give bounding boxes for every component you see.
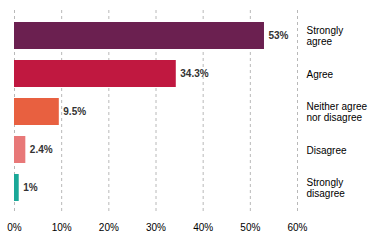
svg-text:60%: 60%: [287, 222, 307, 233]
svg-text:10%: 10%: [52, 222, 72, 233]
svg-text:Stronglydisagree: Stronglydisagree: [307, 177, 346, 199]
svg-text:0%: 0%: [7, 222, 22, 233]
svg-text:40%: 40%: [193, 222, 213, 233]
svg-text:50%: 50%: [240, 222, 260, 233]
svg-text:9.5%: 9.5%: [63, 106, 86, 117]
svg-text:2.4%: 2.4%: [30, 144, 53, 155]
svg-text:Neither agreenor disagree: Neither agreenor disagree: [307, 101, 368, 123]
svg-text:53%: 53%: [268, 30, 288, 41]
svg-text:Agree: Agree: [307, 69, 334, 80]
svg-text:Stronglyagree: Stronglyagree: [307, 25, 344, 47]
svg-text:Disagree: Disagree: [307, 145, 347, 156]
svg-text:30%: 30%: [146, 222, 166, 233]
svg-text:20%: 20%: [99, 222, 119, 233]
svg-text:34.3%: 34.3%: [180, 68, 208, 79]
svg-text:1%: 1%: [23, 182, 38, 193]
